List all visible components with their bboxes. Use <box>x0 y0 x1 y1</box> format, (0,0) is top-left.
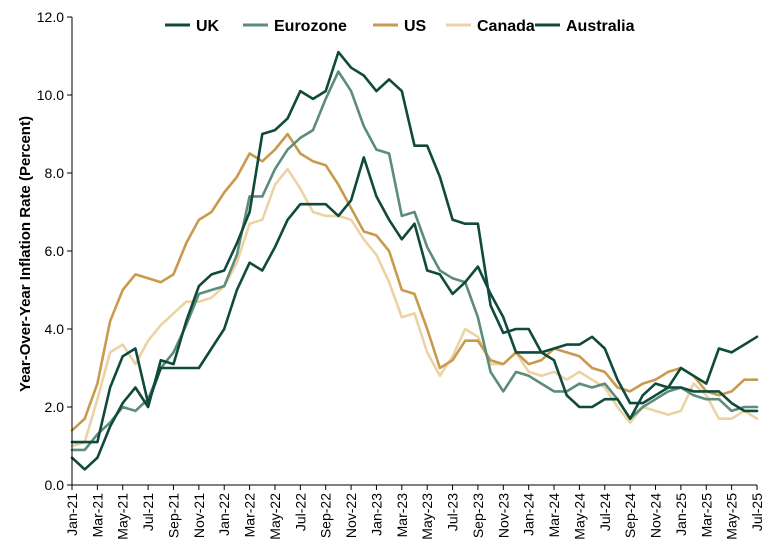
x-tick-label: May-21 <box>115 493 131 540</box>
x-tick-label: Mar-23 <box>394 493 410 538</box>
y-tick-label: 4.0 <box>45 321 65 337</box>
y-axis-ticks: 0.0 2.0 4.0 6.0 8.0 10.0 12.0 <box>37 9 72 493</box>
legend-label-uk: UK <box>196 18 220 35</box>
x-tick-label: Mar-24 <box>546 493 562 538</box>
x-tick-label: Jul-23 <box>445 493 461 531</box>
x-tick-label: Jan-22 <box>216 493 232 536</box>
x-tick-label: Jan-21 <box>64 493 80 536</box>
legend-label-eurozone: Eurozone <box>274 18 347 35</box>
x-tick-label: Jul-24 <box>597 493 613 531</box>
x-tick-label: Nov-22 <box>343 493 359 538</box>
x-tick-label: Mar-25 <box>698 493 714 538</box>
x-tick-label: Nov-21 <box>191 493 207 538</box>
x-tick-label: Nov-23 <box>495 493 511 538</box>
x-tick-label: Mar-22 <box>242 493 258 538</box>
x-tick-label: Sep-24 <box>622 493 638 538</box>
x-tick-label: Jan-25 <box>673 493 689 536</box>
x-tick-label: May-24 <box>571 493 587 540</box>
y-tick-label: 8.0 <box>45 165 65 181</box>
legend-label-australia: Australia <box>566 18 635 35</box>
x-axis-ticks: Jan-21 Mar-21 May-21 Jul-21 Sep-21 Nov-21 Jan-… <box>64 485 765 540</box>
y-tick-label: 12.0 <box>37 9 64 25</box>
x-tick-label: Jul-22 <box>292 493 308 531</box>
x-tick-label: Sep-21 <box>165 493 181 538</box>
series-line-canada <box>70 167 759 448</box>
legend-label-canada: Canada <box>477 18 535 35</box>
series-line-australia <box>70 156 759 444</box>
x-tick-label: Jul-21 <box>140 493 156 531</box>
x-tick-label: Sep-23 <box>470 493 486 538</box>
y-axis-title: Year-Over-Year Inflation Rate (Percent) <box>17 116 34 392</box>
series-line-eurozone <box>70 70 759 452</box>
x-tick-label: Jan-24 <box>521 493 537 536</box>
y-tick-label: 0.0 <box>45 477 65 493</box>
x-tick-label: May-22 <box>267 493 283 540</box>
x-tick-label: May-25 <box>724 493 740 540</box>
y-tick-label: 2.0 <box>45 399 65 415</box>
series-line-uk <box>70 50 759 471</box>
y-tick-label: 6.0 <box>45 243 65 259</box>
x-tick-label: May-23 <box>419 493 435 540</box>
y-tick-label: 10.0 <box>37 87 64 103</box>
legend-label-us: US <box>404 18 427 35</box>
x-tick-label: Sep-22 <box>318 493 334 538</box>
x-tick-label: Mar-21 <box>89 493 105 538</box>
chart-legend: UK Eurozone US Canada Australia <box>165 18 635 35</box>
series-lines <box>70 50 759 471</box>
x-tick-label: Nov-24 <box>648 493 664 538</box>
x-tick-label: Jan-23 <box>368 493 384 536</box>
series-line-us <box>70 132 759 432</box>
x-tick-label: Jul-25 <box>749 493 765 531</box>
